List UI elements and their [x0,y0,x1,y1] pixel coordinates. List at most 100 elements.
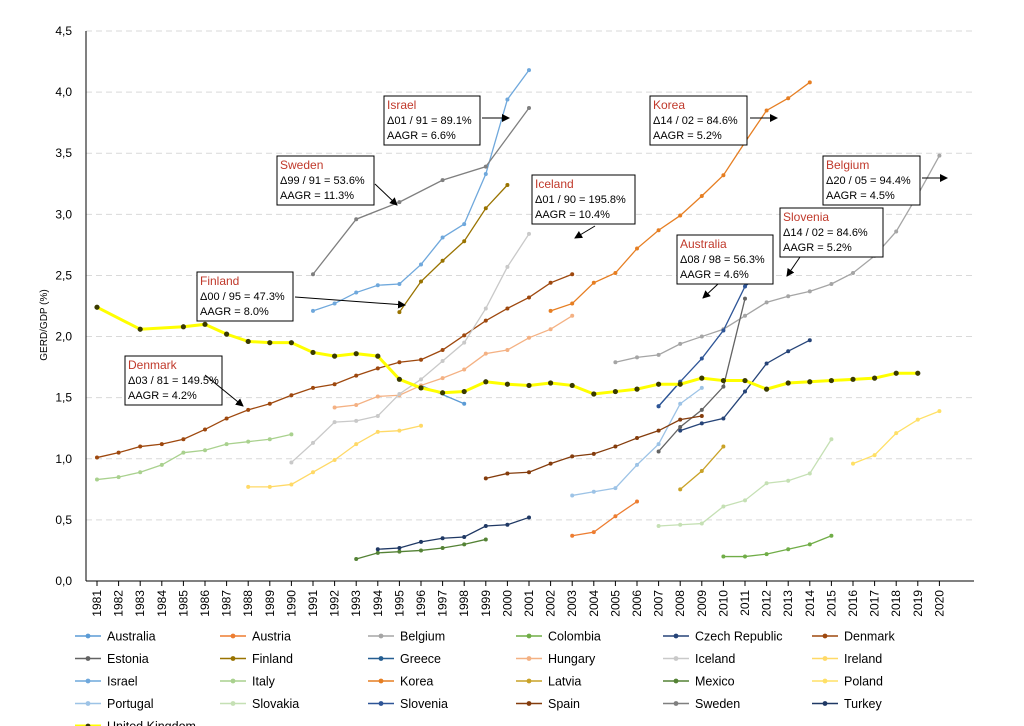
data-point [570,301,575,306]
data-point [332,353,338,359]
legend-label: Austria [252,630,291,644]
annotation-box [649,95,748,146]
legend-item: Denmark [812,630,895,644]
legend-label: Slovakia [252,697,299,711]
data-point [851,461,855,466]
legend-item: United Kingdom [75,720,196,726]
annotation-delta: Δ01 / 90 = 195.8% [535,194,626,206]
annotation-delta: Δ14 / 02 = 84.6% [783,227,868,239]
data-point [505,306,510,311]
x-tick-label: 2010 [716,590,730,617]
legend-label: Israel [107,675,138,689]
legend-label: Estonia [107,652,149,666]
data-point [311,308,315,313]
data-point [311,470,315,475]
data-point [95,477,99,482]
data-point [699,385,704,390]
legend-item: Korea [368,675,433,689]
legend-label: Australia [107,630,156,644]
y-tick-label: 4,0 [55,85,72,99]
data-point [440,536,445,541]
data-point [462,239,467,244]
series-line [615,155,940,363]
data-point [591,280,596,285]
data-point [461,388,467,395]
series-line [679,446,724,490]
data-point [462,542,467,547]
data-point [764,386,770,392]
legend-marker [673,633,679,639]
data-point [181,450,186,455]
x-tick-label: 2007 [652,590,666,617]
data-point [828,377,835,384]
series-portugal [570,385,704,498]
data-point [548,308,553,313]
data-point [569,382,575,389]
data-point [462,222,467,227]
data-point [267,401,272,406]
data-point [526,382,532,389]
annotation-box [779,207,884,258]
x-tick-label: 1988 [241,590,255,617]
annotation-australia: Australia Δ08 / 98 = 56.3% AAGR = 4.6% [676,234,774,299]
legend-label: Ireland [844,652,882,666]
series-line [312,107,530,275]
data-point [591,451,596,456]
data-point [570,272,575,277]
data-point [613,444,618,449]
data-point [764,552,769,557]
data-point [699,421,704,426]
annotations: Israel Δ01 / 91 = 89.1% AAGR = 6.6% Korea Δ1… [124,95,948,407]
data-point [699,334,704,339]
legend-item: Italy [220,675,276,689]
series-line [334,315,573,409]
x-tick-label: 1995 [392,590,406,617]
legend-item: Czech Republic [663,630,783,644]
series-poland [851,409,942,466]
data-point [764,481,769,486]
data-point [116,450,121,455]
data-point [95,455,99,460]
data-point [570,313,575,318]
legend-marker [378,678,384,684]
data-point [267,340,273,346]
legend-label: Denmark [844,630,895,644]
series-spain [483,414,704,481]
data-point [527,470,531,475]
data-point [807,80,812,85]
data-point [678,341,683,346]
data-point [483,524,488,528]
legend-label: Turkey [844,697,882,711]
data-point [613,271,618,275]
data-point [527,335,531,340]
annotation-finland: Finland Δ00 / 95 = 47.3% AAGR = 8.0% [196,271,406,322]
series-line [248,425,422,488]
data-point [634,386,640,392]
series-line [96,433,292,481]
annotation-arrow [204,374,244,407]
legend-label: Czech Republic [695,630,783,644]
x-tick-label: 1986 [198,590,212,617]
legend-item: Mexico [663,675,735,689]
annotation-title: Sweden [280,158,323,172]
data-point [656,381,662,387]
data-point [786,96,791,101]
data-point [440,390,446,396]
series-finland [397,183,510,315]
x-tick-label: 1998 [457,590,471,617]
data-point [894,229,899,234]
legend-marker [378,701,384,706]
data-point [483,351,488,356]
data-point [396,376,402,382]
y-tick-label: 3,0 [55,207,72,221]
data-point [397,200,402,205]
y-tick-label: 2,0 [55,330,72,344]
data-point [483,537,488,542]
series-line [377,516,530,550]
x-tick-label: 2004 [587,590,601,617]
data-point [721,173,726,178]
legend-label: Italy [252,675,276,689]
data-point [829,437,834,442]
series-iceland [289,231,531,465]
annotation-israel: Israel Δ01 / 91 = 89.1% AAGR = 6.6% [383,95,510,146]
